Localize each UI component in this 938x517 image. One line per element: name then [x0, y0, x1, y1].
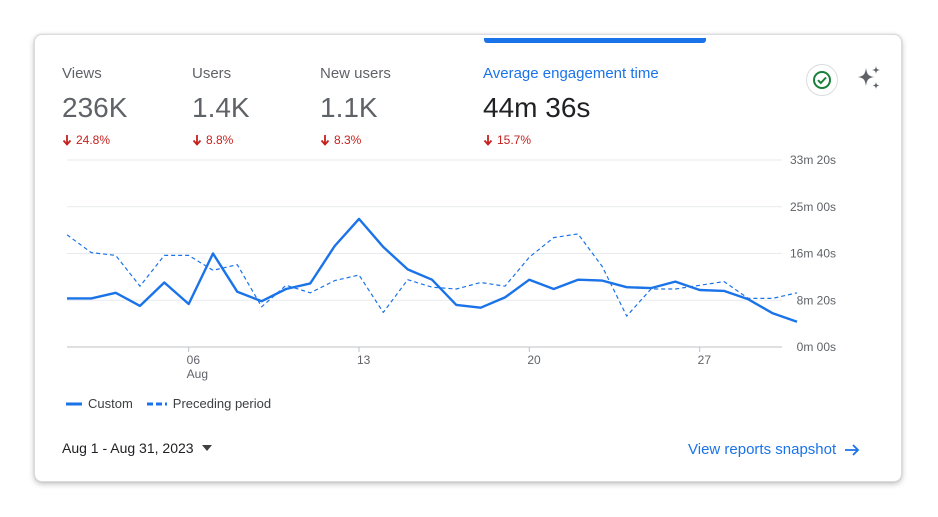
metric-users[interactable]: Users 1.4K 8.8%	[192, 64, 250, 147]
metric-delta-value: 8.8%	[206, 133, 234, 147]
check-circle-icon	[813, 71, 831, 89]
y-tick-label: 33m 20s	[790, 153, 836, 167]
metric-label: Users	[192, 65, 232, 82]
legend-item-preceding-period[interactable]: Preceding period	[146, 396, 272, 411]
legend-label: Custom	[88, 396, 133, 411]
legend-solid-line-icon	[66, 402, 82, 405]
metric-delta: 24.8%	[62, 133, 127, 147]
metric-label: Average engagement time	[483, 65, 659, 82]
y-tick-label: 16m 40s	[790, 247, 836, 261]
date-range-selector[interactable]: Aug 1 - Aug 31, 2023	[62, 440, 212, 456]
overview-card	[34, 34, 902, 482]
metric-delta-value: 8.3%	[334, 133, 362, 147]
x-tick-label: 27	[698, 353, 712, 367]
metric-views[interactable]: Views 236K 24.8%	[62, 64, 127, 147]
caret-down-icon	[201, 445, 212, 451]
metric-delta-value: 24.8%	[76, 133, 111, 147]
legend-dashed-line-icon	[146, 402, 167, 405]
metric-value: 236K	[62, 92, 128, 123]
check-circle-button[interactable]	[806, 64, 838, 96]
chart-grid	[67, 159, 782, 348]
chart-legend: Custom Preceding period	[66, 396, 271, 411]
view-reports-snapshot-label: View reports snapshot	[688, 441, 837, 458]
metric-label: Views	[62, 65, 102, 82]
arrow-down-icon	[192, 135, 202, 146]
chart-series	[66, 217, 798, 323]
metric-delta: 15.7%	[483, 133, 659, 147]
metric-avg-engagement-time[interactable]: Average engagement time 44m 36s 15.7%	[483, 64, 659, 147]
x-tick-label: 13	[357, 353, 371, 367]
metric-value: 44m 36s	[483, 92, 591, 123]
view-reports-snapshot-link[interactable]: View reports snapshot	[688, 441, 860, 458]
y-tick-label: 25m 00s	[790, 200, 836, 214]
metric-label: New users	[320, 65, 391, 82]
date-range-label: Aug 1 - Aug 31, 2023	[62, 440, 194, 456]
metric-delta: 8.3%	[320, 133, 391, 147]
metric-new-users[interactable]: New users 1.1K 8.3%	[320, 64, 391, 147]
x-tick-label: 20	[527, 353, 541, 367]
metric-value: 1.1K	[320, 92, 378, 123]
metric-delta-value: 15.7%	[497, 133, 532, 147]
arrow-down-icon	[483, 135, 493, 146]
x-tick-sublabel: Aug	[187, 367, 208, 381]
metric-delta: 8.8%	[192, 133, 250, 147]
arrow-down-icon	[62, 135, 72, 146]
arrow-down-icon	[320, 135, 330, 146]
legend-label: Preceding period	[172, 396, 272, 411]
active-tab-indicator	[484, 38, 706, 43]
series-line-preceding-period	[66, 233, 798, 317]
sparkle-icon[interactable]	[854, 64, 884, 94]
legend-item-custom[interactable]: Custom	[66, 396, 133, 411]
arrow-right-icon	[845, 443, 860, 456]
y-tick-label: 8m 20s	[797, 293, 836, 307]
y-tick-label: 0m 00s	[797, 340, 836, 354]
x-tick-label: 06	[187, 353, 201, 367]
series-line-custom	[67, 217, 798, 323]
metric-value: 1.4K	[192, 92, 250, 123]
